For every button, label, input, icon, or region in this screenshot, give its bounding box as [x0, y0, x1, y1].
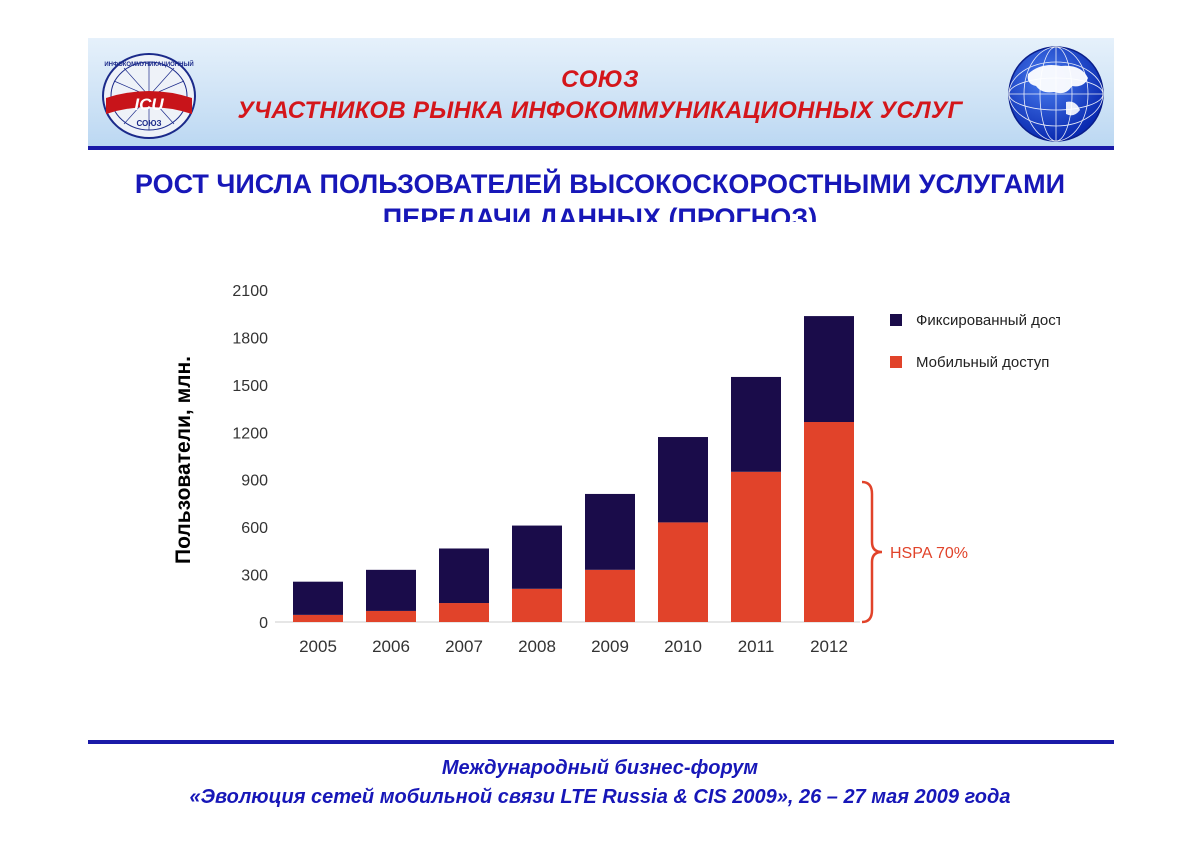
y-tick-label: 300	[241, 568, 268, 585]
logo-ring-text: ИНФОКОММУНИКАЦИОННЫЙ	[104, 60, 193, 68]
org-name-line1: СОЮЗ	[561, 66, 639, 93]
header-divider	[88, 146, 1114, 150]
header-band	[88, 38, 1114, 146]
hspa-bracket	[861, 480, 883, 624]
stacked-bar-chart: Пользователи, млн. 0 300 600 900 1200 1500 1800…	[172, 283, 1060, 656]
legend-label: Фиксированный доступ	[916, 312, 1060, 329]
bar-fixed-2009	[585, 493, 635, 570]
footer-line2: «Эволюция сетей мобильной связи LTE Russ…	[189, 786, 1011, 808]
bar-mobile-2012	[804, 422, 854, 622]
legend-label: Мобильный доступ	[916, 354, 1049, 371]
bar-fixed-2007	[439, 548, 489, 604]
bar-fixed-2008	[512, 525, 562, 589]
y-tick-label: 0	[259, 615, 268, 632]
x-tick-label: 2009	[591, 637, 629, 656]
hspa-annotation: HSPA 70%	[890, 545, 968, 562]
bar-mobile-2009	[585, 569, 635, 622]
bar-fixed-2005	[293, 581, 343, 615]
bar-fixed-2006	[366, 569, 416, 611]
y-tick-label: 1200	[232, 425, 268, 442]
x-tick-label: 2010	[664, 637, 702, 656]
bar-mobile-2007	[439, 603, 489, 622]
x-tick-label: 2012	[810, 637, 848, 656]
chart-area: Пользователи, млн. 0 300 600 900 1200 1500 1800…	[150, 222, 1060, 682]
footer-divider	[88, 740, 1114, 744]
bar-mobile-2006	[366, 610, 416, 622]
y-tick-label: 1800	[232, 330, 268, 347]
bar-mobile-2008	[512, 588, 562, 622]
bar-fixed-2011	[731, 376, 781, 472]
x-tick-label: 2005	[299, 637, 337, 656]
x-tick-label: 2011	[738, 637, 775, 656]
bar-mobile-2005	[293, 614, 343, 622]
y-tick-label: 2100	[232, 283, 268, 300]
x-tick-label: 2006	[372, 637, 410, 656]
bar-mobile-2011	[731, 471, 781, 622]
globe-icon	[1008, 46, 1104, 142]
y-axis-label: Пользователи, млн.	[172, 356, 195, 564]
logo-subtext: СОЮЗ	[136, 119, 161, 128]
logo-text: ICU	[134, 95, 164, 114]
y-tick-label: 1500	[232, 378, 268, 395]
y-tick-label: 900	[241, 473, 268, 490]
legend-swatch	[890, 314, 902, 326]
org-name-line2: УЧАСТНИКОВ РЫНКА ИНФОКОММУНИКАЦИОННЫХ УС…	[237, 97, 963, 124]
x-tick-label: 2007	[445, 637, 483, 656]
bar-mobile-2010	[658, 522, 708, 622]
icu-logo: ICU СОЮЗ ИНФОКОММУНИКАЦИОННЫЙ	[102, 53, 196, 139]
bar-fixed-2012	[804, 316, 854, 423]
footer-line1: Международный бизнес-форум	[441, 757, 759, 779]
x-tick-label: 2008	[518, 637, 556, 656]
bar-fixed-2010	[658, 437, 708, 523]
y-tick-label: 600	[241, 520, 268, 537]
slide-title-line1: РОСТ ЧИСЛА ПОЛЬЗОВАТЕЛЕЙ ВЫСОКОСКОРОСТНЫ…	[134, 169, 1066, 199]
legend-swatch	[890, 356, 902, 368]
